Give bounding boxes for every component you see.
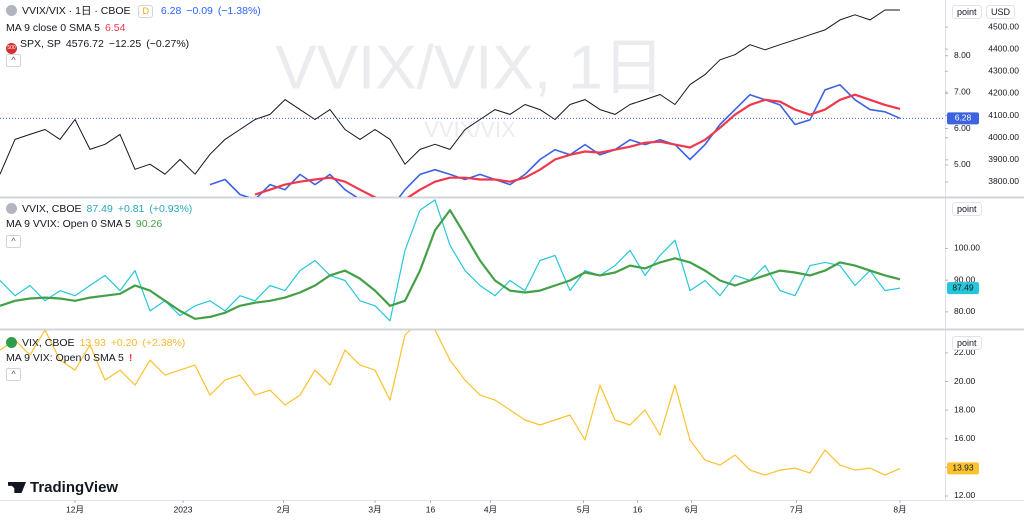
y-tick-label: 4100.00 (988, 110, 1019, 120)
ma-name: MA 9 close 0 SMA 5 (6, 22, 100, 34)
warning-icon[interactable]: ! (128, 352, 133, 364)
last-value: 6.28 (160, 5, 182, 17)
y-tick-label: 4300.00 (988, 66, 1019, 76)
scale-button[interactable]: point (952, 336, 982, 350)
spx-value: 4576.72 (65, 38, 104, 50)
plot (0, 199, 901, 322)
scale-button[interactable]: point (952, 5, 982, 19)
last-value: 13.93 (79, 337, 106, 349)
change-pct: (+0.93%) (149, 203, 193, 215)
y-tick-label: 4000.00 (988, 132, 1019, 142)
price-tag-label: 13.93 (952, 463, 974, 473)
collapse[interactable]: ^ (6, 234, 26, 248)
y-tick-label: 18.00 (954, 404, 976, 414)
ma-legend: MA 9 VIX: Open 0 SMA 5! (6, 351, 137, 365)
x-tick-label: 8月 (893, 504, 906, 514)
y-tick-label: 80.00 (954, 306, 976, 316)
symbol-title: VIX, CBOE (22, 337, 75, 349)
y-tick-label: 100.00 (954, 243, 980, 253)
brand-text: TradingView (30, 479, 119, 496)
x-tick-label: 5月 (577, 504, 590, 514)
x-tick-label: 16 (633, 504, 643, 514)
scale-button[interactable]: point (952, 202, 982, 216)
watermark-sub: VVIX/VIX (424, 117, 516, 142)
x-tick-label: 2月 (277, 504, 290, 514)
spx-icon: 500 (6, 43, 17, 54)
series-line (254, 93, 901, 197)
change-pct: (−1.38%) (217, 5, 261, 17)
x-tick-label: 16 (426, 504, 436, 514)
spx-name: SPX, SP (20, 38, 61, 50)
price-tag-label: 87.49 (952, 282, 974, 292)
pane-3-header: VIX, CBOE 13.93 +0.20 (+2.38%) (6, 336, 190, 350)
change: −0.09 (186, 5, 213, 17)
ma-value: 6.54 (104, 22, 126, 34)
change: +0.20 (110, 337, 138, 349)
series-line (209, 84, 901, 197)
axis-panel (945, 0, 1024, 521)
price-tag (947, 282, 979, 295)
collapse[interactable]: ^ (6, 367, 26, 381)
ma-value: 90.26 (135, 218, 163, 230)
price-tag (947, 112, 979, 125)
plot (0, 9, 901, 197)
y-tick-label: 8.00 (954, 50, 971, 60)
x-tick-label: 2023 (174, 504, 193, 514)
y-tick-label: 4400.00 (988, 43, 1019, 53)
y-tick-label: 4500.00 (988, 21, 1019, 31)
spx-legend: 500 SPX, SP 4576.72 −12.25 (−0.27%) (6, 37, 194, 54)
y-tick-label: 90.00 (954, 274, 976, 284)
y-tick-label: 3900.00 (988, 154, 1019, 164)
ma-legend: MA 9 VVIX: Open 0 SMA 5 90.26 (6, 217, 167, 231)
change-pct: (+2.38%) (142, 337, 186, 349)
x-tick-label: 3月 (368, 504, 381, 514)
brand: TradingView (8, 479, 118, 496)
ma-name: MA 9 VIX: Open 0 SMA 5 (6, 352, 124, 364)
symbol-title: VVIX/VIX · 1日 · CBOE (22, 5, 131, 17)
pane-2-header: VVIX, CBOE 87.49 +0.81 (+0.93%) (6, 202, 197, 216)
y-tick-label: 4200.00 (988, 88, 1019, 98)
ma-name: MA 9 VVIX: Open 0 SMA 5 (6, 218, 131, 230)
x-tick-label: 6月 (685, 504, 698, 514)
y-tick-label: 6.00 (954, 123, 971, 133)
y-tick-label: 16.00 (954, 433, 976, 443)
price-tag (947, 462, 979, 475)
y-tick-label: 22.00 (954, 347, 976, 357)
interval-badge[interactable]: D (138, 5, 153, 18)
change: +0.81 (117, 203, 145, 215)
plot (0, 330, 901, 476)
y-tick-label: 12.00 (954, 490, 976, 500)
symbol-title: VVIX, CBOE (22, 203, 82, 215)
y-tick-label: 5.00 (954, 159, 971, 169)
symbol-icon (6, 337, 17, 348)
spx-change: −12.25 (108, 38, 142, 50)
collapse[interactable]: ^ (6, 53, 26, 67)
y-tick-label: 7.00 (954, 86, 971, 96)
x-tick-label: 7月 (790, 504, 803, 514)
x-tick-label: 12月 (66, 504, 84, 514)
symbol-icon (6, 5, 17, 16)
x-tick-label: 4月 (484, 504, 497, 514)
pane-1-header: VVIX/VIX · 1日 · CBOE D 6.28 −0.09 (−1.38%) (6, 4, 266, 18)
symbol-icon (6, 203, 17, 214)
ma-legend: MA 9 close 0 SMA 5 6.54 (6, 21, 130, 35)
currency-button[interactable]: USD (986, 5, 1016, 19)
y-tick-label: 3800.00 (988, 176, 1019, 186)
watermark: VVIX/VIX, 1日 (275, 33, 664, 102)
series-line (0, 9, 900, 175)
last-value: 87.49 (86, 203, 113, 215)
spx-change-pct: (−0.27%) (146, 38, 190, 50)
price-tag-label: 6.28 (955, 113, 972, 123)
series-line (0, 209, 901, 320)
y-tick-label: 20.00 (954, 376, 976, 386)
series-line (0, 330, 901, 476)
